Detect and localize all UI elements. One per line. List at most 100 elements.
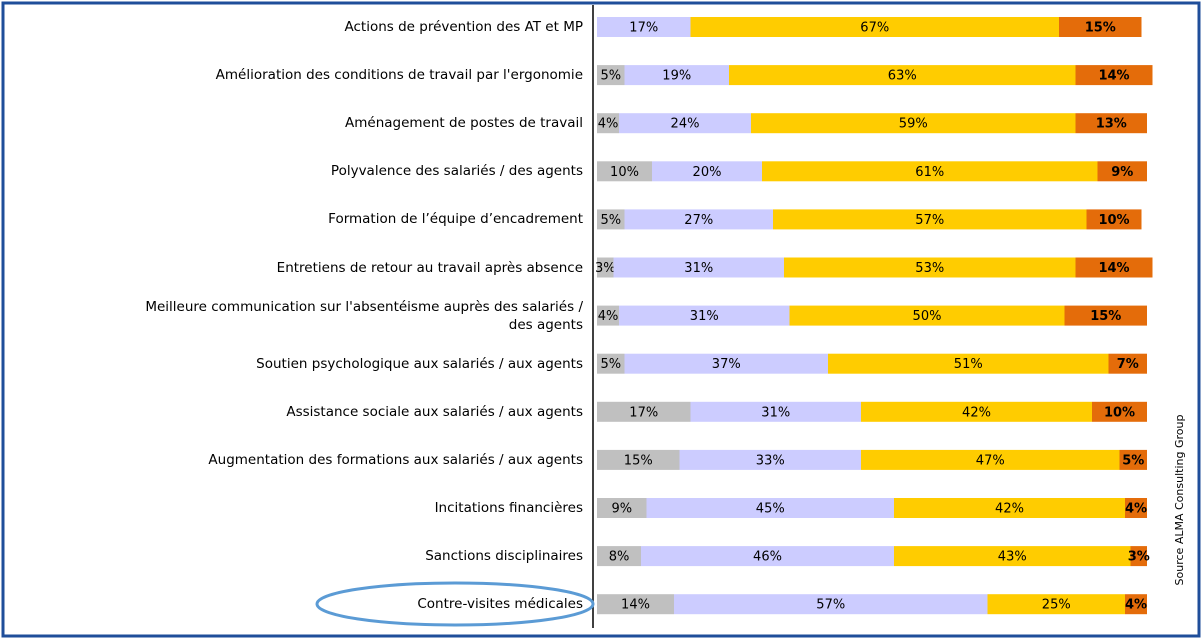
bar-segment [1075,113,1147,134]
data-label: 5% [600,213,621,228]
data-label: 42% [962,405,991,420]
data-label: 5% [600,357,621,372]
data-label: 15% [1090,309,1121,324]
bar-segment [1125,594,1147,615]
data-label: 9% [1111,165,1133,180]
bar-segment [1075,65,1153,86]
data-label: 14% [621,598,650,613]
data-label: 31% [690,309,719,324]
data-label: 17% [629,405,658,420]
data-label: 59% [899,117,928,132]
bar-segment [751,113,1076,134]
bar-segment [1086,209,1142,230]
data-label: 46% [753,550,782,565]
bar-segment [597,594,674,615]
data-label: 43% [998,550,1027,565]
data-label: 45% [756,502,785,517]
bar-segment [1119,449,1147,470]
data-label: 4% [1125,598,1147,613]
data-label: 25% [1042,598,1071,613]
bar-segment [679,449,861,470]
bar-segment [828,353,1109,374]
bar-segment [619,305,790,326]
bar-segment [613,257,784,278]
category-label: Polyvalence des salariés / des agents [330,163,583,180]
data-label: 37% [712,357,741,372]
bar-segment [597,161,652,182]
data-label: 10% [610,165,639,180]
data-label: 3% [595,261,616,276]
bar-segment [624,209,773,230]
highlight-ellipse [315,581,595,627]
category-label: Meilleure communication sur l'absentéism… [145,298,583,333]
data-label: 9% [611,502,632,517]
bar-segment [597,305,619,326]
data-label: 67% [860,21,889,36]
data-label: 19% [662,69,691,84]
data-label: 14% [1098,261,1129,276]
bar-segment [789,305,1065,326]
bar-segment [1130,546,1147,567]
category-label: Amélioration des conditions de travail p… [215,67,583,84]
category-label: Actions de prévention des AT et MP [344,19,583,35]
category-label: Incitations financières [434,500,583,516]
data-label: 57% [816,598,845,613]
category-label: Assistance sociale aux salariés / aux ag… [286,403,583,420]
bar-segment [646,498,894,518]
bar-segment [1059,17,1142,37]
data-label: 20% [693,165,722,180]
bar-segment [624,353,828,374]
data-label: 10% [1104,405,1135,420]
bar-segment [624,65,729,86]
data-label: 7% [1117,357,1139,372]
data-label: 61% [915,165,944,180]
bar-segment [597,257,614,278]
bar-segment [597,353,625,374]
data-label: 24% [671,117,700,132]
data-label: 63% [888,69,917,84]
bar-segment [1075,257,1153,278]
bar-segment [690,401,861,422]
data-label: 4% [598,309,619,324]
bar-segment [861,401,1092,422]
data-label: 42% [995,502,1024,517]
data-label: 10% [1098,213,1129,228]
data-label: 53% [915,261,944,276]
data-label: 5% [1122,453,1144,468]
source-note: Source ALMA Consulting Group [1173,415,1186,586]
category-label: Augmentation des formations aux salariés… [208,451,583,468]
bar-segment [1064,305,1147,326]
bar-segment [1125,498,1147,518]
category-label: Aménagement de postes de travail [345,115,583,132]
data-label: 5% [600,69,621,84]
data-label: 15% [1085,21,1116,36]
bar-segment [597,498,647,518]
data-label: 4% [598,117,619,132]
category-label: Sanctions disciplinaires [425,548,583,565]
data-label: 3% [1128,550,1150,565]
bar-segment [652,161,762,182]
bar-segment [597,449,680,470]
category-label: Contre-visites médicales [417,596,583,613]
data-label: 50% [913,309,942,324]
bar-segment [597,401,691,422]
bar-segment [784,257,1076,278]
data-label: 31% [761,405,790,420]
data-label: 13% [1096,117,1127,132]
data-label: 47% [976,453,1005,468]
category-label: Soutien psychologique aux salariés / aux… [256,355,583,372]
bar-segment [1092,401,1147,422]
bar-segment [597,65,625,86]
bar-segment [894,546,1131,567]
data-label: 15% [624,453,653,468]
bar-segment [773,209,1087,230]
data-label: 17% [629,21,658,36]
bar-segment [597,17,691,37]
bar-segment [597,113,619,134]
data-label: 8% [609,550,630,565]
data-label: 31% [684,261,713,276]
category-label: Formation de l’équipe d’encadrement [328,211,583,228]
bar-segment [1097,161,1147,182]
